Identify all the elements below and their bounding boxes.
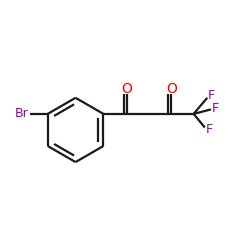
Text: F: F <box>208 89 215 102</box>
Text: O: O <box>122 82 132 96</box>
Text: O: O <box>166 82 177 96</box>
Text: F: F <box>212 102 219 115</box>
Text: Br: Br <box>15 108 29 120</box>
Text: F: F <box>206 123 212 136</box>
